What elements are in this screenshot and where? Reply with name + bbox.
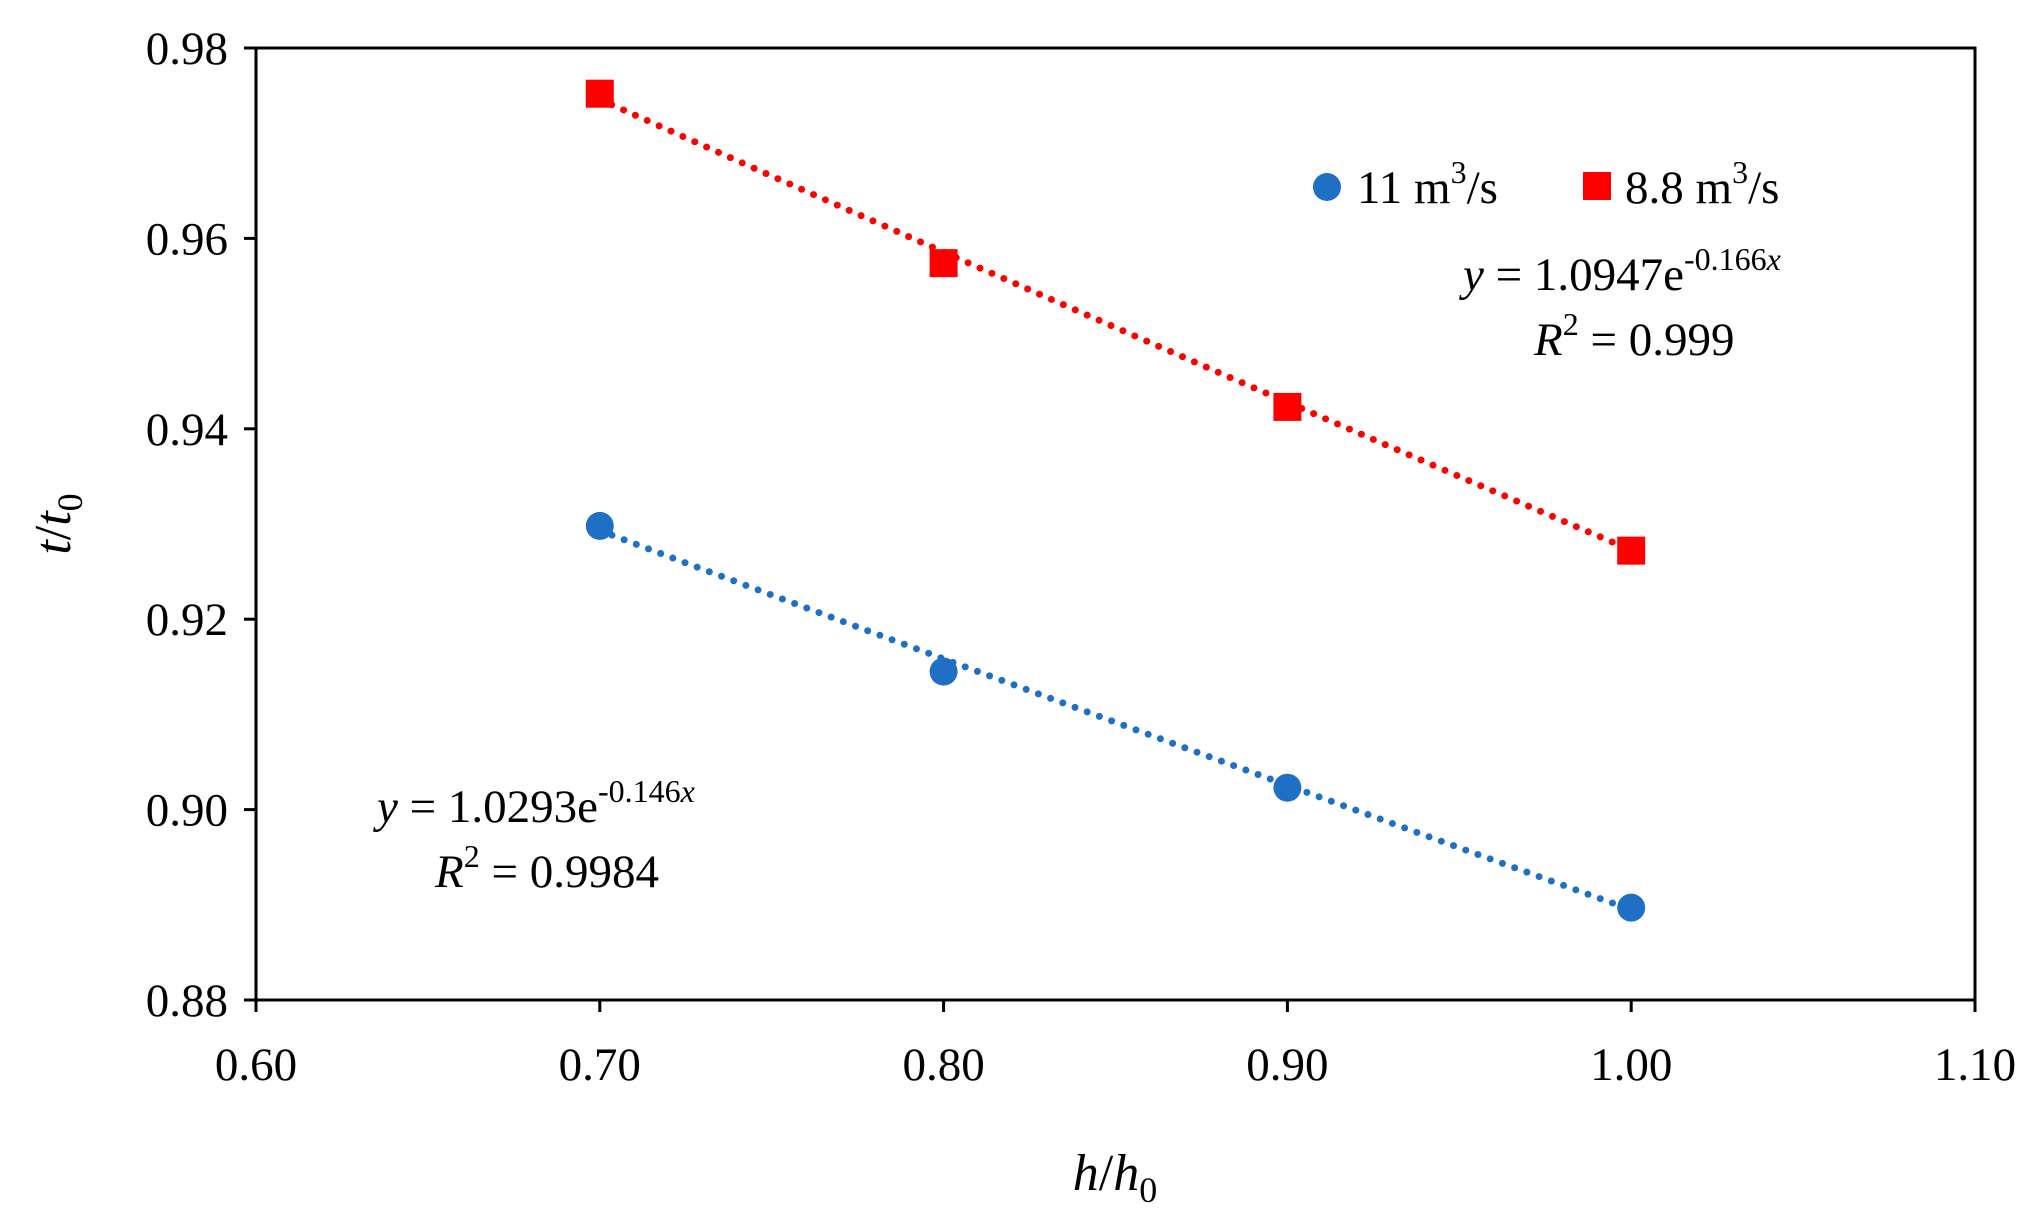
y-axis-ticks: 0.88 0.90 0.92 0.94 0.96 0.98 [146,23,256,1027]
y-axis-title: t/t0 [25,493,90,554]
data-point-series-1 [929,657,958,686]
trendline-series-1 [596,527,1635,914]
y-tick-label: 0.98 [146,23,228,75]
plot-area [254,46,1977,1002]
equation-series-1: y = 1.0293e-0.146x R2 = 0.9984 [373,773,695,898]
y-tick-label: 0.88 [146,975,228,1027]
data-point-series-2 [1273,392,1302,421]
trendline-series-2 [596,95,1635,554]
x-tick-label: 1.10 [1934,1039,2016,1091]
data-point-series-1 [1617,893,1646,922]
data-point-series-1 [585,511,614,540]
equation-text-series-1: y = 1.0293e-0.146x [373,773,695,833]
y-tick-label: 0.92 [146,594,228,646]
equation-series-2: y = 1.0947e-0.166x R2 = 0.999 [1459,241,1781,366]
legend-marker-square [1583,172,1611,200]
x-tick-label: 0.90 [1246,1039,1328,1091]
legend: 11 m3/s 8.8 m3/s [1313,154,1779,214]
data-point-series-1 [1273,773,1302,802]
legend-label-series-2: 8.8 m3/s [1625,154,1779,214]
y-tick-label: 0.94 [146,404,228,456]
x-tick-label: 0.70 [559,1039,641,1091]
data-point-series-2 [1617,536,1646,565]
x-tick-label: 1.00 [1590,1039,1672,1091]
data-point-series-2 [929,249,958,278]
trendlines [596,95,1635,914]
x-axis-title: h/h0 [1073,1145,1157,1210]
r-squared-series-1: R2 = 0.9984 [434,838,659,898]
y-tick-label: 0.90 [146,785,228,837]
data-point-series-2 [585,79,614,108]
equation-text-series-2: y = 1.0947e-0.166x [1459,241,1781,301]
legend-label-series-1: 11 m3/s [1357,154,1498,214]
x-tick-label: 0.60 [215,1039,297,1091]
x-axis-ticks: 0.60 0.70 0.80 0.90 1.00 1.10 [215,1000,2016,1091]
data-points [585,79,1646,922]
x-tick-label: 0.80 [902,1039,984,1091]
legend-marker-circle [1313,173,1341,201]
y-tick-label: 0.96 [146,213,228,265]
r-squared-series-2: R2 = 0.999 [1533,306,1734,366]
